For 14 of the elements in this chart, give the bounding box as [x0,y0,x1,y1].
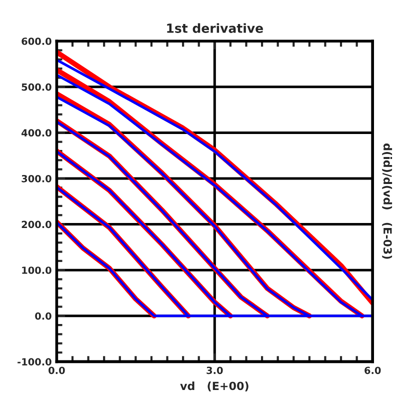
x-axis-title: vd (E+00) [180,382,248,392]
y-tick-label: 300.0 [22,174,52,182]
x-tick-label: 0.0 [48,366,65,374]
y-axis-title: d(id)/d(vd) (E-03) [382,144,392,259]
y-tick-label: 600.0 [22,38,52,45]
y-tick-label: 200.0 [22,220,52,228]
y-tick-label: 0.0 [35,312,52,320]
y-tick-label: 400.0 [22,129,52,137]
y-tick-label: 500.0 [22,83,52,91]
x-tick-label: 3.0 [206,366,223,374]
y-tick-label: 100.0 [22,266,52,274]
y-tick-label: -100.0 [18,358,52,366]
x-tick-label: 6.0 [364,366,381,374]
chart-title: 1st derivative [167,23,263,33]
